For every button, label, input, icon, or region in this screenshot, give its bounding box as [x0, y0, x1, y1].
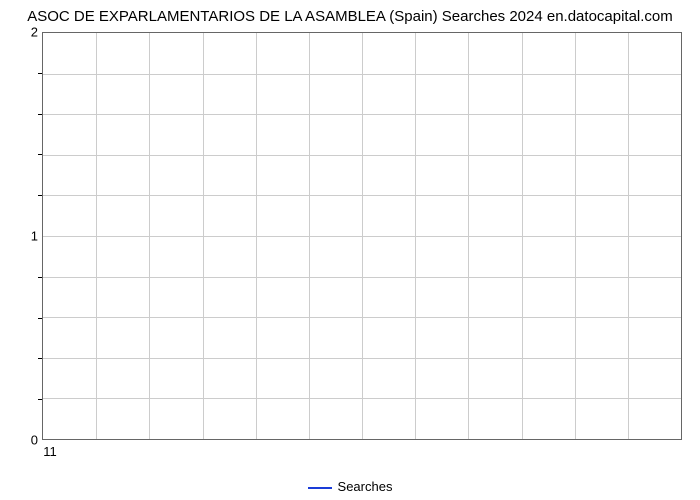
gridline-h: [43, 398, 681, 399]
ytick-minor: [38, 358, 42, 359]
ytick-minor: [38, 154, 42, 155]
chart-title: ASOC DE EXPARLAMENTARIOS DE LA ASAMBLEA …: [0, 8, 700, 25]
ytick-minor: [38, 277, 42, 278]
ytick-minor: [38, 114, 42, 115]
legend: Searches: [0, 479, 700, 494]
gridline-h: [43, 114, 681, 115]
ytick-minor: [38, 73, 42, 74]
chart-plot-area: [42, 32, 682, 440]
legend-label: Searches: [338, 479, 393, 494]
gridline-h: [43, 358, 681, 359]
legend-line-icon: [308, 487, 332, 489]
ytick-label-0: 0: [31, 433, 38, 448]
ytick-minor: [38, 318, 42, 319]
xtick-label-11: 11: [43, 444, 57, 459]
ytick-label-1: 1: [31, 229, 38, 244]
ytick-minor: [38, 195, 42, 196]
gridline-h: [43, 317, 681, 318]
ytick-minor: [38, 399, 42, 400]
gridline-h: [43, 277, 681, 278]
gridline-h: [43, 155, 681, 156]
gridline-h: [43, 236, 681, 237]
gridline-h: [43, 74, 681, 75]
ytick-label-2: 2: [31, 25, 38, 40]
gridline-h: [43, 195, 681, 196]
